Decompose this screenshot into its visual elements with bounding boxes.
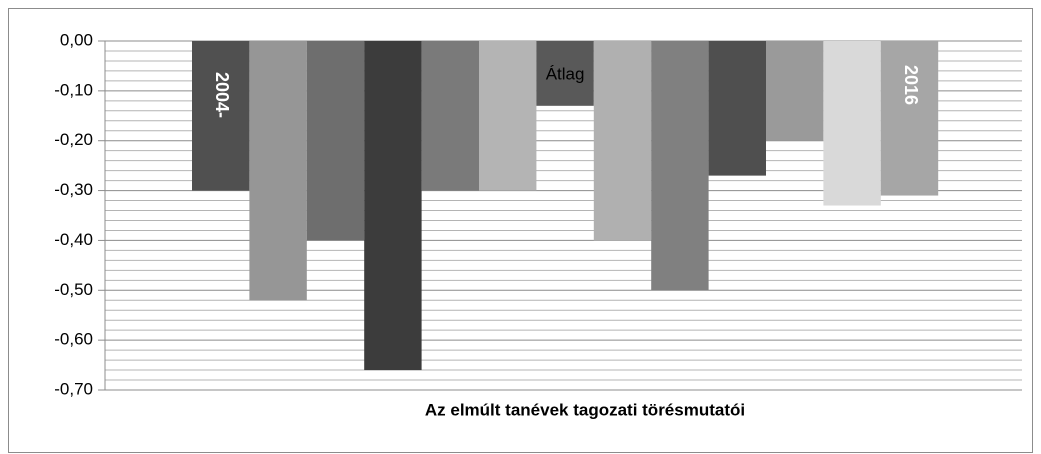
y-tick-label: 0,00 — [60, 30, 93, 49]
chart-title: Az elmúlt tanévek tagozati törésmutatói — [425, 400, 745, 419]
y-tick-label: -0,10 — [54, 80, 93, 99]
bar — [708, 41, 766, 176]
bar-label: 2004- — [212, 72, 232, 118]
bar — [536, 41, 594, 106]
y-tick-label: -0,40 — [54, 230, 93, 249]
y-tick-label: -0,70 — [54, 379, 93, 398]
bar-label: 2016 — [901, 65, 921, 105]
bar — [593, 41, 652, 241]
bar — [479, 41, 537, 191]
bar — [192, 41, 250, 191]
bar — [249, 41, 307, 301]
y-tick-label: -0,20 — [54, 130, 93, 149]
bar — [880, 41, 939, 196]
bar-label: Átlag — [546, 64, 585, 83]
bar — [651, 41, 709, 291]
bar — [823, 41, 881, 206]
bar — [306, 41, 365, 241]
y-tick-label: -0,30 — [54, 180, 93, 199]
y-tick-label: -0,50 — [54, 280, 93, 299]
bar — [364, 41, 422, 371]
bar — [421, 41, 479, 191]
bar — [766, 41, 824, 141]
y-tick-label: -0,60 — [54, 330, 93, 349]
